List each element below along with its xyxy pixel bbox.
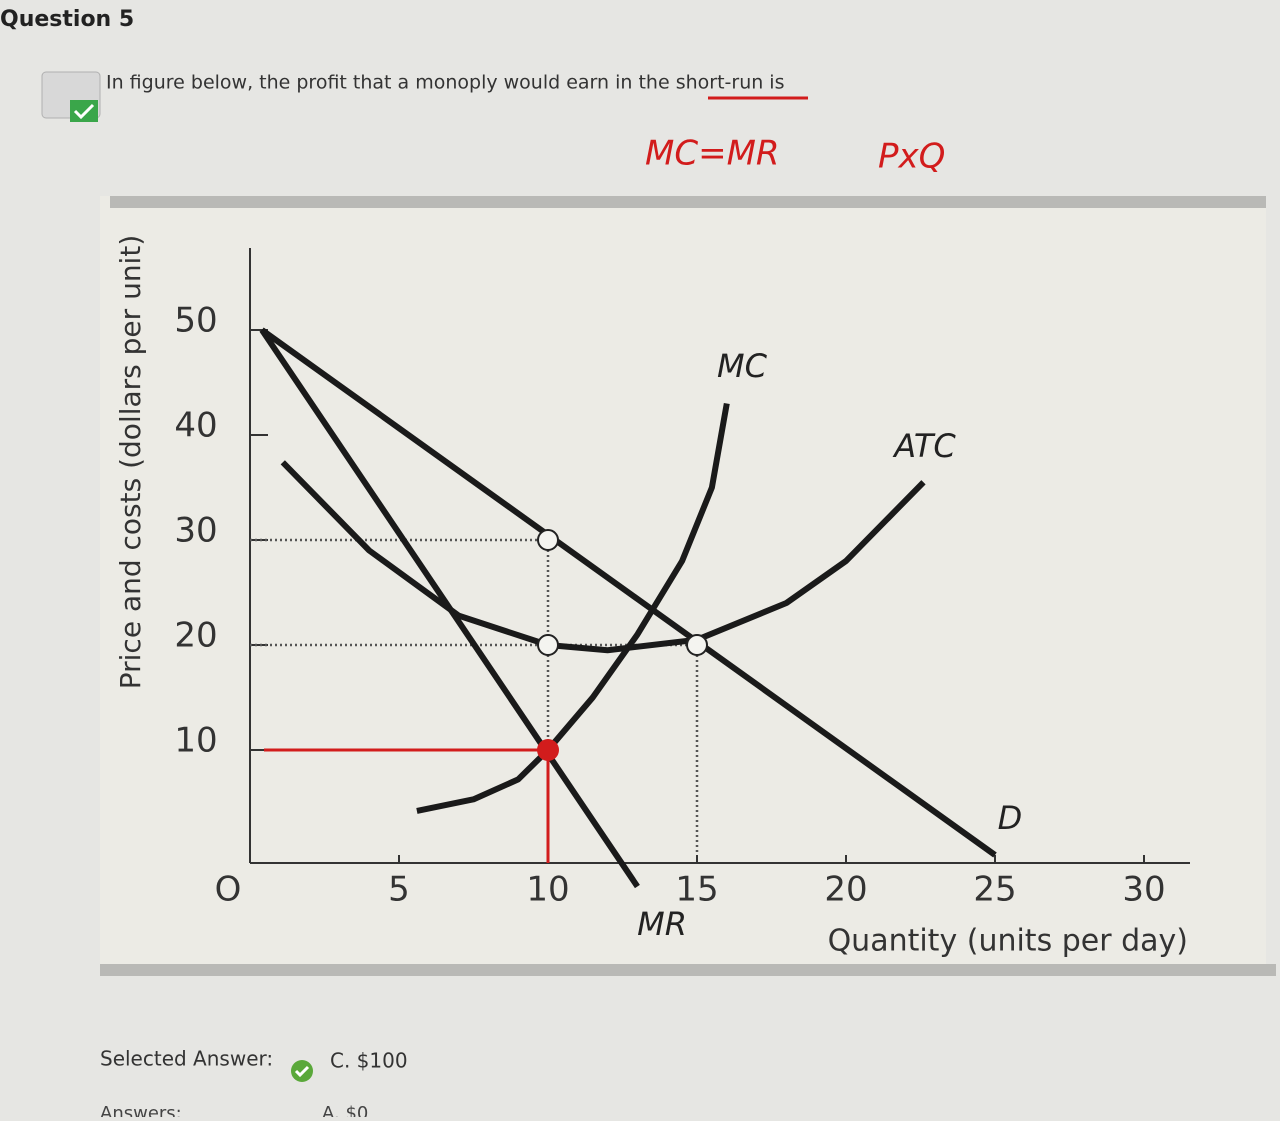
handwritten-note: MC=MR <box>645 134 780 174</box>
correct-badge <box>70 100 98 122</box>
x-tick-label: 15 <box>675 870 718 910</box>
y-tick-label: 10 <box>174 721 217 761</box>
y-tick-label: 30 <box>174 511 217 551</box>
curve-label: D <box>998 799 1023 837</box>
x-axis-label: Quantity (units per day) <box>828 924 1188 959</box>
check-mark <box>73 103 95 120</box>
x-tick-label: 25 <box>973 870 1016 910</box>
answers-label: Answers: <box>100 1103 182 1117</box>
curve <box>416 402 730 814</box>
open-point <box>686 634 708 656</box>
marked-point <box>537 739 559 761</box>
check-mark <box>294 1065 310 1078</box>
x-tick-label: 30 <box>1122 870 1165 910</box>
curve-label: MC <box>717 347 768 385</box>
y-tick-label: 40 <box>174 406 217 446</box>
answer-label: Selected Answer: <box>100 1047 273 1071</box>
open-point <box>537 529 559 551</box>
x-tick-label: 20 <box>824 870 867 910</box>
curve <box>280 460 926 654</box>
curve <box>260 327 997 858</box>
x-tick-label: 10 <box>526 870 569 910</box>
curve-label: MR <box>637 905 687 943</box>
figure-bottom-bar <box>100 964 1276 976</box>
figure-top-bar <box>110 196 1266 208</box>
answer-value: C. $100 <box>330 1049 408 1073</box>
answers-value: A. $0 <box>322 1103 368 1117</box>
open-point <box>537 634 559 656</box>
figure: O 5 10 15 20 25 30 10 20 30 40 50 Price and costs (d… <box>114 235 1190 959</box>
question-title: Question 5 <box>0 7 134 32</box>
figure-panel <box>100 196 1266 976</box>
origin-label: O <box>215 870 242 910</box>
y-tick-label: 20 <box>174 616 217 656</box>
handwritten-note: PxQ <box>878 137 945 177</box>
question-text: In figure below, the profit that a monop… <box>106 72 785 94</box>
x-tick-label: 5 <box>388 870 410 910</box>
curve-label: ATC <box>892 427 956 465</box>
curve <box>259 328 640 889</box>
y-tick-label: 50 <box>174 301 217 341</box>
y-axis-label: Price and costs (dollars per unit) <box>114 235 147 690</box>
